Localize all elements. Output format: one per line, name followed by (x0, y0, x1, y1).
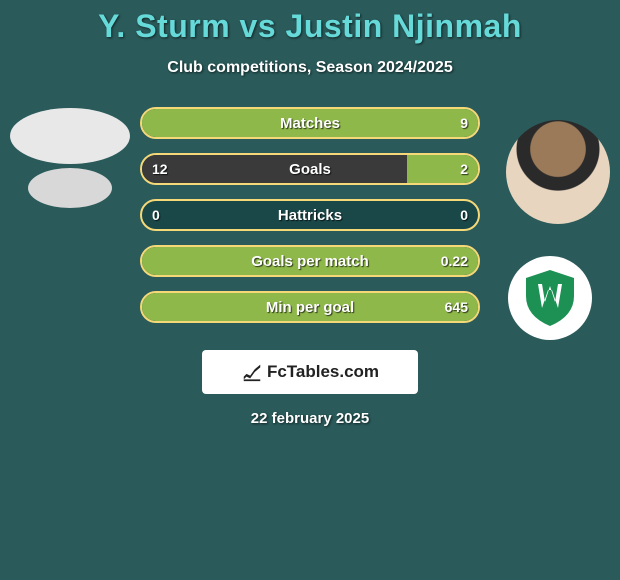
stat-value-left: 0 (152, 201, 160, 229)
stat-row: 645Min per goal (140, 291, 480, 323)
comparison-card: Y. Sturm vs Justin Njinmah Club competit… (0, 0, 620, 580)
date-label: 22 february 2025 (0, 410, 620, 427)
stat-bar-left (142, 155, 407, 183)
stat-bars: 9Matches122Goals00Hattricks0.22Goals per… (140, 107, 480, 337)
stat-row: 0.22Goals per match (140, 245, 480, 277)
brand-badge: FcTables.com (202, 350, 418, 394)
stat-bar-right (142, 247, 478, 275)
stat-value-right: 9 (460, 109, 468, 137)
stat-value-left: 12 (152, 155, 168, 183)
stat-row: 0 0Hattricks (140, 199, 480, 231)
stat-row: 9Matches (140, 107, 480, 139)
stat-value-right: 2 (460, 155, 468, 183)
stat-label: Hattricks (142, 201, 478, 229)
subtitle: Club competitions, Season 2024/2025 (0, 59, 620, 77)
brand-text: FcTables.com (267, 362, 379, 382)
stat-bar-right (142, 109, 478, 137)
stat-value-right: 0 (460, 201, 468, 229)
stat-row: 122Goals (140, 153, 480, 185)
stats-area: 9Matches122Goals00Hattricks0.22Goals per… (0, 107, 620, 387)
stat-bar-right (142, 293, 478, 321)
stat-value-right: 0.22 (441, 247, 468, 275)
page-title: Y. Sturm vs Justin Njinmah (0, 0, 620, 45)
stat-value-right: 645 (445, 293, 468, 321)
chart-icon (241, 361, 263, 383)
